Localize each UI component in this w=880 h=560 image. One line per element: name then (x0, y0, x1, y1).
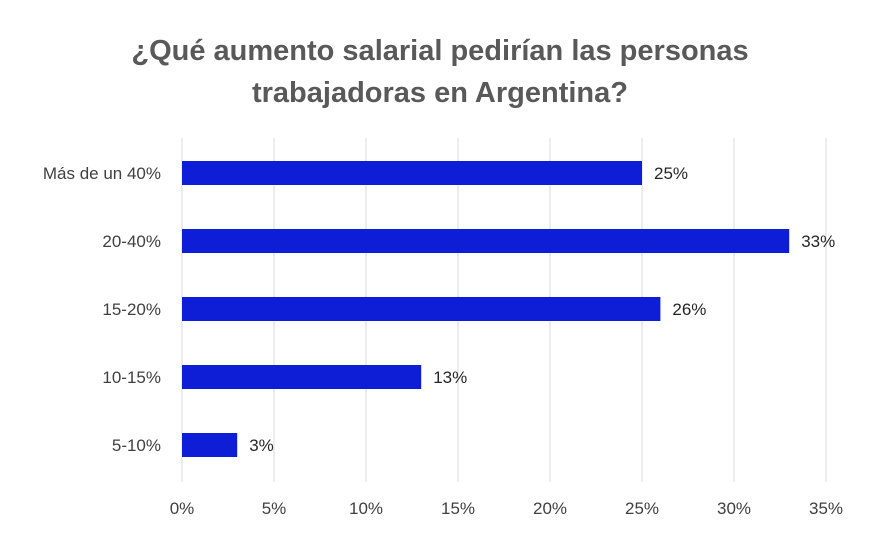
data-label: 25% (654, 164, 688, 183)
bars (182, 161, 790, 457)
x-tick-label: 5% (262, 499, 287, 518)
data-labels: 25% 33% 26% 13% 3% (249, 164, 835, 455)
x-tick-label: 0% (170, 499, 195, 518)
category-label: 10-15% (102, 368, 161, 387)
bar (182, 365, 422, 389)
category-label: 15-20% (102, 300, 161, 319)
x-tick-label: 15% (441, 499, 475, 518)
category-label: 5-10% (112, 436, 161, 455)
chart-title-line-2: trabajadoras en Argentina? (251, 77, 628, 109)
x-tick-label: 35% (809, 499, 843, 518)
x-tick-label: 25% (625, 499, 659, 518)
data-label: 3% (249, 436, 274, 455)
bar (182, 297, 661, 321)
bar (182, 229, 790, 253)
chart-title-line-1: ¿Qué aumento salarial pedirían las perso… (131, 35, 749, 67)
x-tick-label: 30% (717, 499, 751, 518)
data-label: 33% (801, 232, 835, 251)
x-axis-tick-labels: 0% 5% 10% 15% 20% 25% 30% 35% (170, 499, 843, 518)
chart-title: ¿Qué aumento salarial pedirían las perso… (0, 30, 880, 114)
data-label: 26% (672, 300, 706, 319)
category-label: 20-40% (102, 232, 161, 251)
x-tick-label: 10% (349, 499, 383, 518)
x-tick-label: 20% (533, 499, 567, 518)
data-label: 13% (433, 368, 467, 387)
category-labels: Más de un 40% 20-40% 15-20% 10-15% 5-10% (43, 164, 161, 455)
category-label: Más de un 40% (43, 164, 161, 183)
bar (182, 433, 238, 457)
bar (182, 161, 642, 185)
